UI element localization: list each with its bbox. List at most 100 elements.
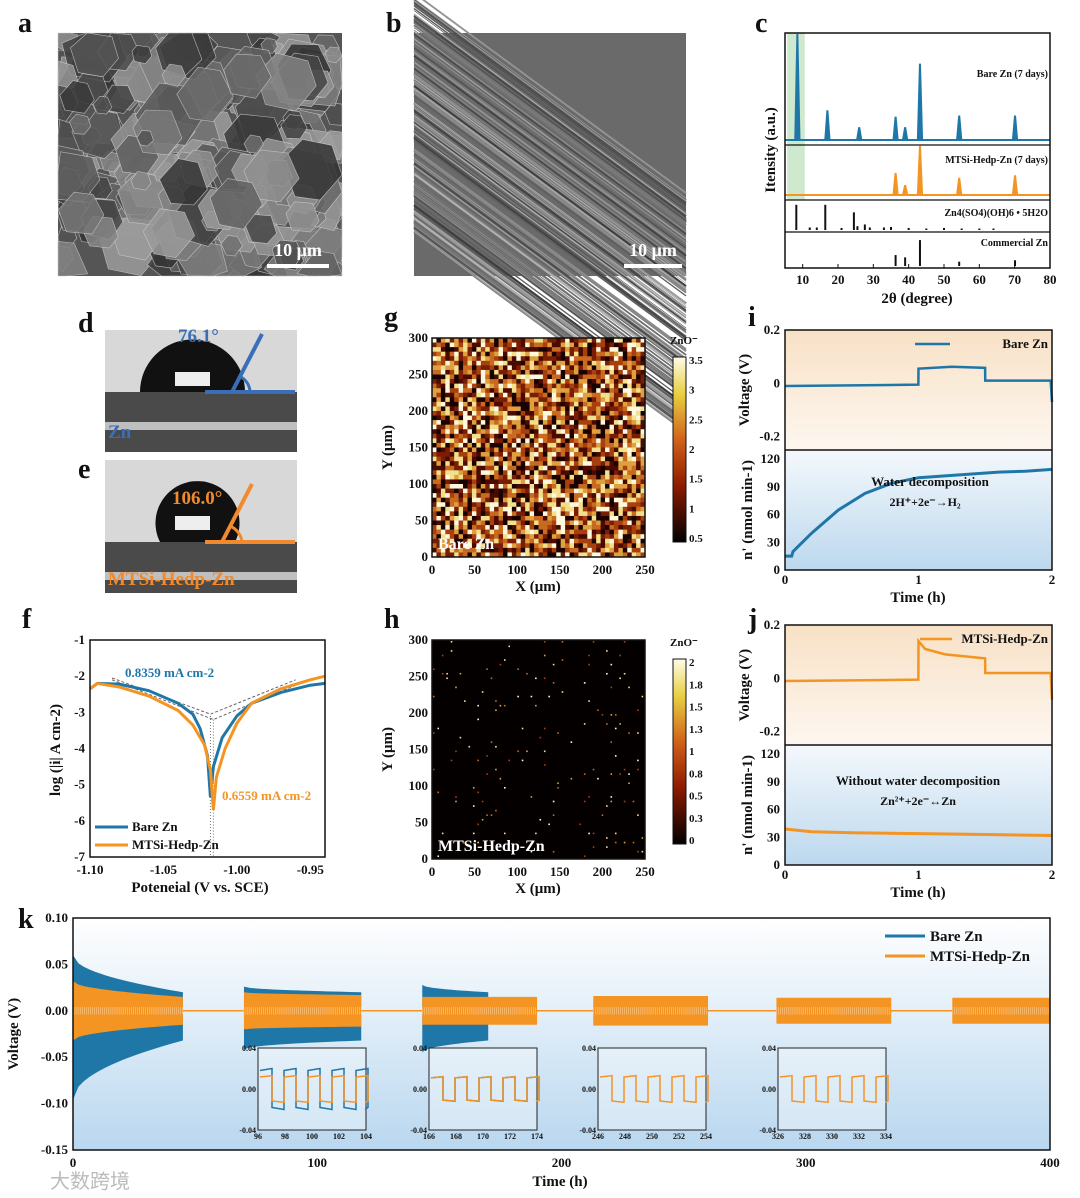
map-pixel [503,479,508,485]
map-pixel [480,347,486,352]
map-pixel [619,654,621,657]
map-pixel [529,515,535,521]
map-pixel [525,388,530,394]
map-pixel [498,484,504,489]
polish-scratch [413,148,687,350]
map-pixel [458,452,464,457]
map-pixel [441,832,444,835]
map-pixel [613,379,619,384]
map-pixel [480,520,486,526]
map-pixel [503,401,508,407]
map-pixel [471,374,477,380]
map-pixel [640,411,646,416]
map-pixel [467,493,473,498]
map-pixel [511,515,517,521]
map-pixel [609,392,615,398]
map-pixel [556,351,561,357]
map-pixel [436,374,442,380]
map-pixel [596,442,601,448]
map-pixel [596,438,601,444]
map-pixel [467,552,473,558]
map-pixel [529,479,535,485]
map-pixel [627,479,632,485]
zn-flake [136,129,154,147]
map-pixel [449,484,455,489]
map-pixel [631,360,637,366]
map-pixel [605,465,610,471]
map-pixel [511,534,517,540]
map-pixel [631,415,637,421]
map-pixel [471,397,477,403]
map-pixel [591,360,597,366]
map-pixel [565,506,570,512]
map-pixel [613,543,619,549]
map-pixel [525,360,530,366]
map-pixel [520,369,526,375]
map-pixel [476,365,482,371]
map-pixel [636,365,641,371]
map-pixel [618,347,624,352]
map-pixel [516,534,522,540]
map-pixel [609,479,615,485]
map-pixel [636,338,641,343]
map-pixel [485,420,490,425]
map-pixel [485,538,490,544]
map-pixel [560,511,566,517]
map-pixel [471,488,477,494]
map-pixel [636,447,641,453]
map-pixel [606,650,608,652]
y-tick-label: 300 [409,632,429,647]
map-pixel [565,388,570,394]
inset-y-tick: 0.04 [413,1044,427,1053]
y-tick-label: 250 [409,669,429,684]
map-pixel [511,415,517,421]
map-pixel [622,424,628,430]
map-pixel [627,515,632,521]
map-pixel [551,379,557,384]
map-pixel [569,452,575,457]
map-pixel [445,360,451,366]
map-pixel [587,342,593,348]
map-pixel [525,543,530,549]
map-pixel [511,347,517,352]
map-pixel [525,461,530,467]
map-pixel [485,470,490,476]
map-pixel [471,474,477,480]
map-pixel [591,392,597,398]
map-pixel [587,538,593,544]
map-pixel [503,497,508,503]
map-pixel [560,484,566,489]
map-pixel [463,543,468,549]
map-pixel [591,465,597,471]
map-pixel [520,447,526,453]
map-pixel [556,365,561,371]
map-pixel [445,484,451,489]
map-pixel [516,351,522,357]
x-tick-label: 0 [782,572,789,587]
map-pixel [485,388,490,394]
map-pixel [613,461,619,467]
map-pixel [551,369,557,375]
map-pixel [582,415,588,421]
map-pixel [622,493,628,498]
map-pixel [494,369,499,375]
map-pixel [600,515,606,521]
map-pixel [640,424,646,430]
map-pixel [503,347,508,352]
panel-label-j: j [747,604,757,635]
map-pixel [476,502,482,508]
map-pixel [640,429,646,435]
map-pixel [467,479,473,485]
map-pixel [499,777,502,780]
map-pixel [489,347,495,352]
map-pixel [600,447,606,453]
map-pixel [596,374,601,380]
map-pixel [560,433,566,439]
map-pixel [627,438,632,444]
map-pixel [605,347,610,352]
inset-x-tick: 334 [880,1132,892,1141]
map-pixel [613,388,619,394]
map-pixel [601,814,604,816]
map-pixel [569,411,575,416]
map-pixel [591,338,597,343]
